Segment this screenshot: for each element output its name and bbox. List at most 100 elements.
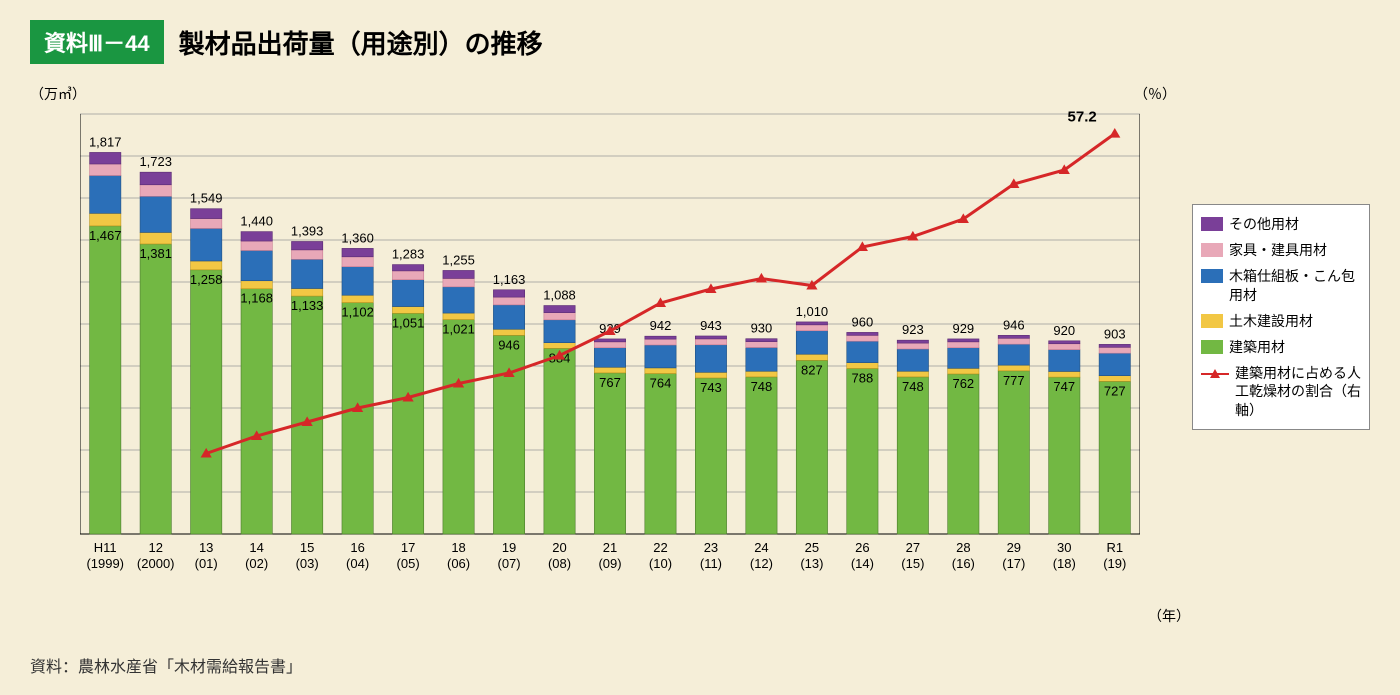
svg-text:18: 18 — [451, 540, 465, 555]
legend-item: 建築用材に占める人工乾燥材の割合（右軸） — [1201, 364, 1361, 419]
svg-text:727: 727 — [1104, 383, 1126, 398]
svg-text:1,255: 1,255 — [442, 252, 475, 267]
chart-wrap: （万㎥） （％） （年） 02004006008001,0001,2001,40… — [30, 84, 1370, 644]
svg-text:14: 14 — [249, 540, 263, 555]
svg-text:25: 25 — [805, 540, 819, 555]
svg-text:(15): (15) — [901, 556, 924, 571]
svg-text:747: 747 — [1053, 379, 1075, 394]
legend-label: 家具・建具用材 — [1229, 241, 1361, 259]
svg-text:28: 28 — [956, 540, 970, 555]
svg-text:27: 27 — [906, 540, 920, 555]
x-axis-label: （年） — [1148, 606, 1190, 626]
svg-text:748: 748 — [751, 379, 773, 394]
svg-text:1,360: 1,360 — [341, 230, 374, 245]
svg-text:17: 17 — [401, 540, 415, 555]
legend-label: その他用材 — [1229, 215, 1361, 233]
svg-text:767: 767 — [599, 375, 621, 390]
legend-item: 家具・建具用材 — [1201, 241, 1361, 259]
plot-svg: 02004006008001,0001,2001,4001,6001,8002,… — [80, 104, 1140, 584]
svg-text:1,088: 1,088 — [543, 288, 576, 303]
svg-text:(2000): (2000) — [137, 556, 175, 571]
svg-text:(04): (04) — [346, 556, 369, 571]
legend-item: 土木建設用材 — [1201, 312, 1361, 330]
svg-text:15: 15 — [300, 540, 314, 555]
svg-text:23: 23 — [704, 540, 718, 555]
svg-text:(11): (11) — [700, 556, 722, 571]
svg-text:1,549: 1,549 — [190, 191, 223, 206]
svg-text:22: 22 — [653, 540, 667, 555]
svg-text:1,163: 1,163 — [493, 272, 526, 287]
svg-text:20: 20 — [552, 540, 566, 555]
svg-text:(05): (05) — [397, 556, 420, 571]
svg-text:903: 903 — [1104, 326, 1126, 341]
chart-container: 資料Ⅲ－44 製材品出荷量（用途別）の推移 （万㎥） （％） （年） 02004… — [0, 0, 1400, 695]
svg-text:(01): (01) — [195, 556, 218, 571]
svg-text:1,440: 1,440 — [240, 214, 273, 229]
svg-text:1,817: 1,817 — [89, 134, 122, 149]
svg-text:(12): (12) — [750, 556, 773, 571]
svg-text:743: 743 — [700, 380, 722, 395]
svg-text:(08): (08) — [548, 556, 571, 571]
svg-text:1,021: 1,021 — [442, 322, 475, 337]
svg-text:(19): (19) — [1103, 556, 1126, 571]
svg-text:(17): (17) — [1002, 556, 1025, 571]
svg-text:930: 930 — [751, 321, 773, 336]
legend-label: 建築用材に占める人工乾燥材の割合（右軸） — [1235, 364, 1361, 419]
svg-text:762: 762 — [952, 376, 974, 391]
header: 資料Ⅲ－44 製材品出荷量（用途別）の推移 — [30, 20, 1370, 64]
svg-text:(18): (18) — [1053, 556, 1076, 571]
svg-text:(1999): (1999) — [86, 556, 124, 571]
svg-text:1,723: 1,723 — [139, 154, 172, 169]
svg-text:1,010: 1,010 — [796, 304, 829, 319]
svg-text:1,051: 1,051 — [392, 315, 425, 330]
svg-text:1,283: 1,283 — [392, 247, 425, 262]
svg-text:920: 920 — [1053, 323, 1075, 338]
svg-text:764: 764 — [650, 376, 672, 391]
svg-text:1,102: 1,102 — [341, 305, 374, 320]
svg-text:748: 748 — [902, 379, 924, 394]
legend-swatch — [1201, 217, 1223, 231]
svg-text:R1: R1 — [1106, 540, 1123, 555]
legend: その他用材家具・建具用材木箱仕組板・こん包用材土木建設用材建築用材建築用材に占め… — [1192, 204, 1370, 430]
svg-text:12: 12 — [148, 540, 162, 555]
svg-text:943: 943 — [700, 318, 722, 333]
svg-text:1,168: 1,168 — [240, 291, 273, 306]
chart-area: 02004006008001,0001,2001,4001,6001,8002,… — [80, 104, 1140, 584]
y-axis-right-label: （％） — [1134, 84, 1176, 104]
svg-text:H11: H11 — [94, 540, 117, 555]
legend-swatch — [1201, 340, 1223, 354]
legend-item: 木箱仕組板・こん包用材 — [1201, 267, 1361, 303]
svg-text:19: 19 — [502, 540, 516, 555]
svg-text:(06): (06) — [447, 556, 470, 571]
svg-text:827: 827 — [801, 362, 823, 377]
legend-label: 土木建設用材 — [1229, 312, 1361, 330]
svg-text:13: 13 — [199, 540, 213, 555]
svg-text:26: 26 — [855, 540, 869, 555]
svg-text:788: 788 — [852, 371, 874, 386]
svg-text:(13): (13) — [800, 556, 823, 571]
svg-text:(16): (16) — [952, 556, 975, 571]
svg-text:946: 946 — [1003, 317, 1025, 332]
svg-text:929: 929 — [952, 321, 974, 336]
legend-item: 建築用材 — [1201, 338, 1361, 356]
legend-swatch — [1201, 243, 1223, 257]
svg-text:(03): (03) — [296, 556, 319, 571]
svg-text:1,258: 1,258 — [190, 272, 223, 287]
legend-line-swatch — [1201, 366, 1229, 382]
legend-item: その他用材 — [1201, 215, 1361, 233]
chart-title: 製材品出荷量（用途別）の推移 — [179, 24, 543, 61]
legend-swatch — [1201, 269, 1223, 283]
svg-text:21: 21 — [603, 540, 617, 555]
svg-text:960: 960 — [852, 314, 874, 329]
svg-text:777: 777 — [1003, 373, 1025, 388]
svg-text:24: 24 — [754, 540, 768, 555]
svg-text:(14): (14) — [851, 556, 874, 571]
source-citation: 資料：農林水産省「木材需給報告書」 — [30, 653, 302, 677]
svg-text:1,467: 1,467 — [89, 228, 122, 243]
legend-label: 建築用材 — [1229, 338, 1361, 356]
y-axis-left-label: （万㎥） — [30, 84, 86, 104]
svg-text:(10): (10) — [649, 556, 672, 571]
legend-label: 木箱仕組板・こん包用材 — [1229, 267, 1361, 303]
svg-text:30: 30 — [1057, 540, 1071, 555]
svg-text:(09): (09) — [598, 556, 621, 571]
